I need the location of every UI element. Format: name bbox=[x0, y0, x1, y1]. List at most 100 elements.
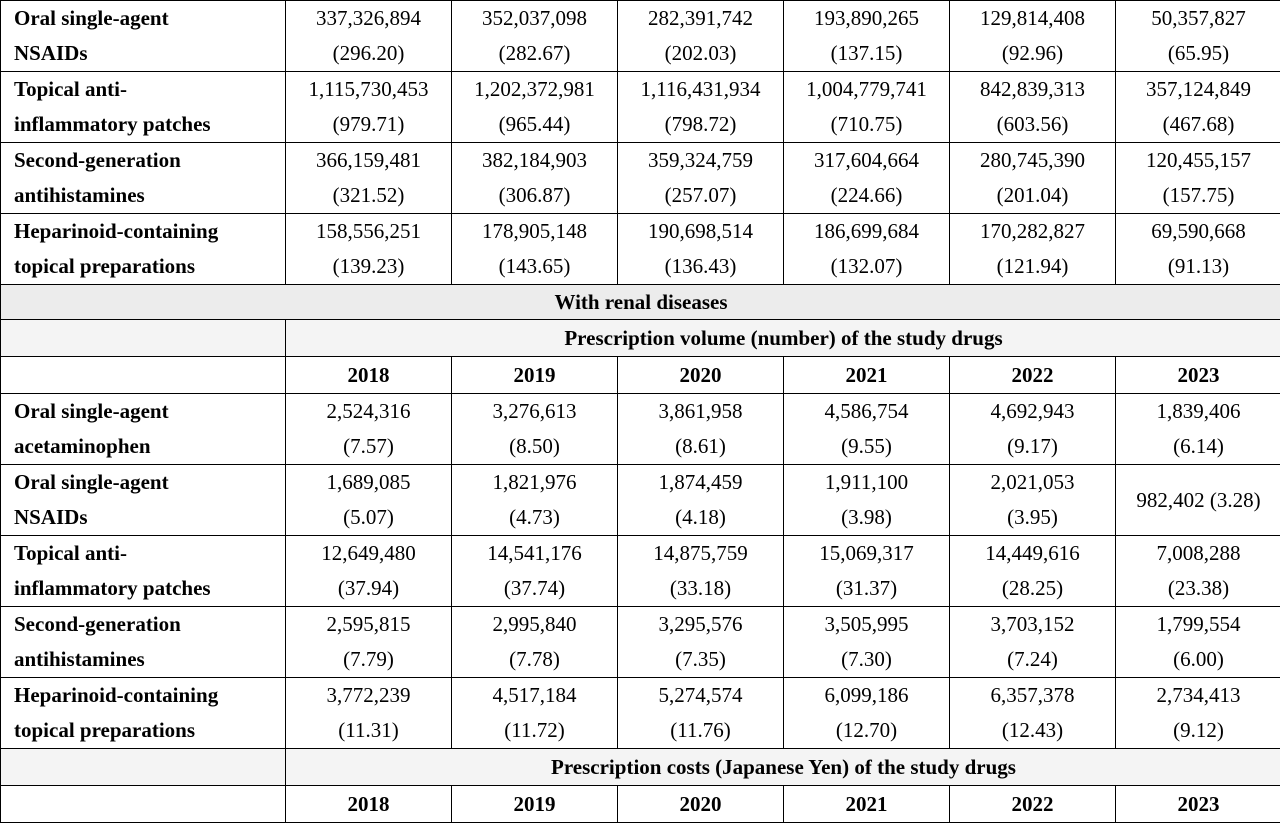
rate-value: (11.72) bbox=[456, 713, 613, 748]
value-cell: 357,124,849(467.68) bbox=[1116, 72, 1280, 143]
section-row: With renal diseases bbox=[1, 285, 1280, 320]
rate-value: (306.87) bbox=[456, 178, 613, 213]
count-value: 1,821,976 bbox=[456, 465, 613, 500]
rate-value: (6.14) bbox=[1120, 429, 1277, 464]
year-header: 2019 bbox=[452, 786, 618, 823]
year-header: 2020 bbox=[618, 357, 784, 394]
drug-label-line: Topical anti- bbox=[14, 72, 279, 107]
rate-value: (12.43) bbox=[954, 713, 1111, 748]
rate-value: (91.13) bbox=[1120, 249, 1277, 284]
count-value: 317,604,664 bbox=[788, 143, 945, 178]
value-cell: 6,357,378(12.43) bbox=[950, 678, 1116, 749]
rate-value: (23.38) bbox=[1120, 571, 1277, 606]
count-value: 7,008,288 bbox=[1120, 536, 1277, 571]
value-cell: 842,839,313(603.56) bbox=[950, 72, 1116, 143]
rate-value: (603.56) bbox=[954, 107, 1111, 142]
count-value: 158,556,251 bbox=[290, 214, 447, 249]
drug-label-line: inflammatory patches bbox=[14, 107, 279, 142]
rate-value: (7.24) bbox=[954, 642, 1111, 677]
rate-value: (143.65) bbox=[456, 249, 613, 284]
rate-value: (3.95) bbox=[954, 500, 1111, 535]
rate-value: (11.31) bbox=[290, 713, 447, 748]
section-title: With renal diseases bbox=[1, 285, 1280, 320]
value-cell: 4,692,943(9.17) bbox=[950, 394, 1116, 465]
year-header: 2019 bbox=[452, 357, 618, 394]
count-value: 129,814,408 bbox=[954, 1, 1111, 36]
value-cell: 190,698,514(136.43) bbox=[618, 214, 784, 285]
rate-value: (9.17) bbox=[954, 429, 1111, 464]
count-value: 382,184,903 bbox=[456, 143, 613, 178]
rate-value: (321.52) bbox=[290, 178, 447, 213]
rate-value: (202.03) bbox=[622, 36, 779, 71]
count-value: 2,524,316 bbox=[290, 394, 447, 429]
count-value: 12,649,480 bbox=[290, 536, 447, 571]
count-value: 178,905,148 bbox=[456, 214, 613, 249]
value-cell: 1,821,976(4.73) bbox=[452, 465, 618, 536]
rate-value: (798.72) bbox=[622, 107, 779, 142]
value-cell: 2,595,815(7.79) bbox=[286, 607, 452, 678]
count-value: 357,124,849 bbox=[1120, 72, 1277, 107]
rate-value: (37.94) bbox=[290, 571, 447, 606]
rate-value: (5.07) bbox=[290, 500, 447, 535]
rate-value: (6.00) bbox=[1120, 642, 1277, 677]
value-cell: 12,649,480(37.94) bbox=[286, 536, 452, 607]
value-cell: 280,745,390(201.04) bbox=[950, 143, 1116, 214]
value-cell: 2,995,840(7.78) bbox=[452, 607, 618, 678]
value-cell: 2,021,053(3.95) bbox=[950, 465, 1116, 536]
count-value: 3,295,576 bbox=[622, 607, 779, 642]
rate-value: (9.55) bbox=[788, 429, 945, 464]
rate-value: (28.25) bbox=[954, 571, 1111, 606]
value-cell: 3,703,152(7.24) bbox=[950, 607, 1116, 678]
drug-label-line: Oral single-agent bbox=[14, 394, 279, 429]
rate-value: (224.66) bbox=[788, 178, 945, 213]
value-cell: 1,115,730,453(979.71) bbox=[286, 72, 452, 143]
value-cell: 282,391,742(202.03) bbox=[618, 1, 784, 72]
count-value: 5,274,574 bbox=[622, 678, 779, 713]
count-value: 14,541,176 bbox=[456, 536, 613, 571]
count-value: 3,703,152 bbox=[954, 607, 1111, 642]
rate-value: (4.73) bbox=[456, 500, 613, 535]
drug-label-line: Second-generation bbox=[14, 607, 279, 642]
value-cell: 317,604,664(224.66) bbox=[784, 143, 950, 214]
rate-value: (136.43) bbox=[622, 249, 779, 284]
rate-value: (257.07) bbox=[622, 178, 779, 213]
drug-label-line: Oral single-agent bbox=[14, 1, 279, 36]
count-value: 3,772,239 bbox=[290, 678, 447, 713]
rate-value: (137.15) bbox=[788, 36, 945, 71]
count-value: 4,517,184 bbox=[456, 678, 613, 713]
drug-label-line: Heparinoid-containing bbox=[14, 214, 279, 249]
drug-label-line: antihistamines bbox=[14, 178, 279, 213]
value-cell: 3,295,576(7.35) bbox=[618, 607, 784, 678]
rate-value: (296.20) bbox=[290, 36, 447, 71]
count-value: 4,586,754 bbox=[788, 394, 945, 429]
count-value: 359,324,759 bbox=[622, 143, 779, 178]
value-cell: 2,524,316(7.57) bbox=[286, 394, 452, 465]
rate-value: (12.70) bbox=[788, 713, 945, 748]
rate-value: (3.98) bbox=[788, 500, 945, 535]
value-cell: 2,734,413(9.12) bbox=[1116, 678, 1280, 749]
rate-value: (4.18) bbox=[622, 500, 779, 535]
rate-value: (467.68) bbox=[1120, 107, 1277, 142]
value-cell: 5,274,574(11.76) bbox=[618, 678, 784, 749]
count-value: 1,116,431,934 bbox=[622, 72, 779, 107]
year-header: 2023 bbox=[1116, 786, 1280, 823]
value-cell: 1,874,459(4.18) bbox=[618, 465, 784, 536]
value-cell: 186,699,684(132.07) bbox=[784, 214, 950, 285]
count-value: 1,202,372,981 bbox=[456, 72, 613, 107]
value-cell: 1,116,431,934(798.72) bbox=[618, 72, 784, 143]
count-value: 1,839,406 bbox=[1120, 394, 1277, 429]
count-value: 15,069,317 bbox=[788, 536, 945, 571]
count-value: 4,692,943 bbox=[954, 394, 1111, 429]
count-value: 2,995,840 bbox=[456, 607, 613, 642]
year-header: 2018 bbox=[286, 786, 452, 823]
